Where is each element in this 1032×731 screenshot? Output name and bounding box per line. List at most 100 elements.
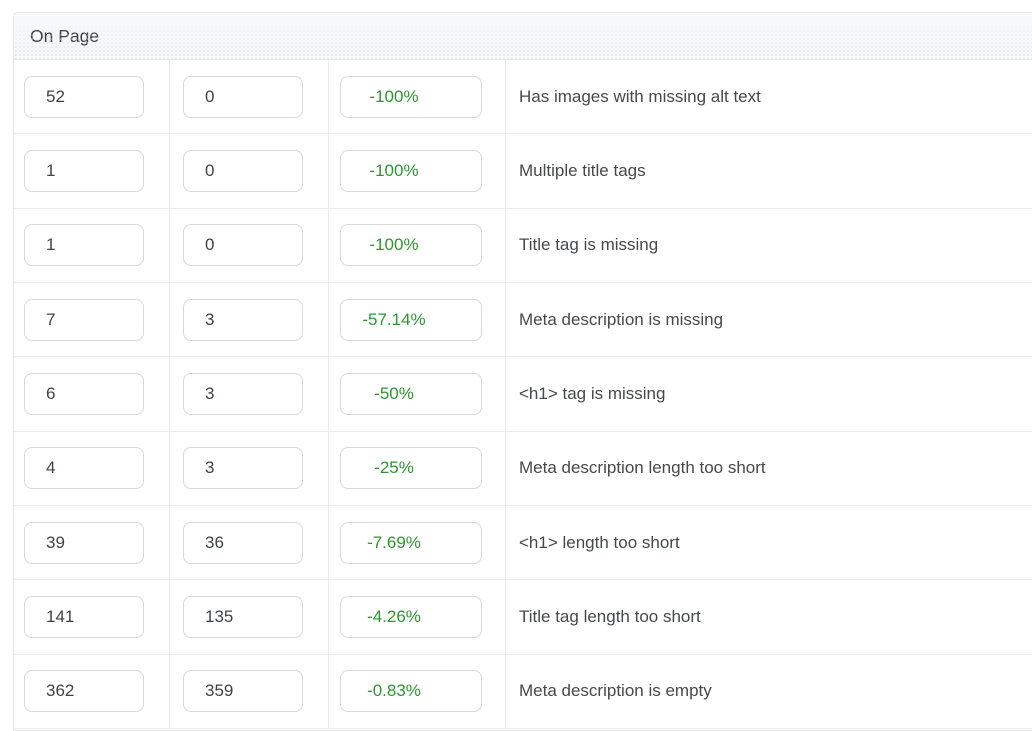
- change-percent-box: -100%: [340, 224, 482, 267]
- current-count-box: 0: [183, 75, 303, 118]
- section-header-on-page[interactable]: On Page: [14, 13, 1032, 60]
- issue-row: 362 359 -0.83% Meta description is empty: [14, 654, 1032, 729]
- change-percent-cell: -57.14%: [329, 282, 506, 357]
- change-percent-value: -4.26%: [367, 606, 421, 626]
- current-count-value: 36: [205, 532, 224, 552]
- previous-count-cell: 1: [14, 134, 170, 208]
- previous-count-box: 6: [24, 372, 144, 415]
- current-count-value: 0: [205, 86, 215, 106]
- issue-description-cell: Has images with missing alt text: [506, 60, 1032, 133]
- change-percent-cell: -100%: [329, 134, 506, 208]
- current-count-box: 36: [183, 521, 303, 564]
- previous-count-cell: 362: [14, 654, 170, 728]
- issue-description-cell: Title tag is missing: [506, 209, 1032, 282]
- issue-description-cell: Multiple title tags: [506, 134, 1032, 207]
- previous-count-value: 141: [46, 606, 75, 626]
- on-page-panel: On Page 52 0 -100% Has images with missi…: [13, 12, 1032, 731]
- issue-description: Multiple title tags: [519, 160, 646, 180]
- current-count-box: 3: [183, 447, 303, 490]
- current-count-cell: 36: [170, 505, 329, 580]
- issue-row: 39 36 -7.69% <h1> length too short: [14, 505, 1032, 581]
- change-percent-cell: -100%: [329, 60, 506, 134]
- current-count-box: 0: [183, 224, 303, 267]
- change-percent-value: -7.69%: [367, 532, 421, 552]
- previous-count-box: 39: [24, 521, 144, 564]
- issue-row: 4 3 -25% Meta description length too sho…: [14, 431, 1032, 506]
- change-percent-box: -57.14%: [340, 298, 482, 341]
- current-count-cell: 0: [170, 134, 329, 208]
- issue-description-cell: Meta description is empty: [506, 655, 1032, 728]
- issue-description: <h1> length too short: [519, 532, 680, 552]
- issue-description: Title tag length too short: [519, 606, 701, 626]
- previous-count-value: 4: [46, 458, 56, 478]
- change-percent-value: -0.83%: [367, 681, 421, 701]
- issues-table: 52 0 -100% Has images with missing alt t…: [14, 60, 1032, 729]
- issue-row: 6 3 -50% <h1> tag is missing: [14, 357, 1032, 432]
- issue-description-cell: Meta description length too short: [506, 432, 1032, 505]
- previous-count-value: 1: [46, 235, 56, 255]
- previous-count-value: 39: [46, 532, 65, 552]
- previous-count-cell: 39: [14, 505, 170, 580]
- current-count-value: 359: [205, 681, 234, 701]
- change-percent-value: -100%: [369, 160, 419, 180]
- current-count-value: 3: [205, 309, 215, 329]
- issue-description-cell: Meta description is missing: [506, 283, 1032, 356]
- issue-description: <h1> tag is missing: [519, 383, 666, 403]
- change-percent-cell: -0.83%: [329, 654, 506, 728]
- previous-count-box: 141: [24, 595, 144, 638]
- previous-count-box: 7: [24, 298, 144, 341]
- current-count-cell: 0: [170, 60, 329, 134]
- issue-description-cell: <h1> length too short: [506, 506, 1032, 579]
- previous-count-cell: 4: [14, 431, 170, 505]
- change-percent-box: -100%: [340, 149, 482, 192]
- issue-row: 52 0 -100% Has images with missing alt t…: [14, 60, 1032, 135]
- change-percent-value: -100%: [369, 235, 419, 255]
- current-count-value: 0: [205, 160, 215, 180]
- previous-count-cell: 52: [14, 60, 170, 134]
- issue-row: 7 3 -57.14% Meta description is missing: [14, 282, 1032, 358]
- previous-count-value: 6: [46, 383, 56, 403]
- current-count-box: 3: [183, 298, 303, 341]
- issue-description-cell: Title tag length too short: [506, 580, 1032, 653]
- current-count-value: 135: [205, 606, 234, 626]
- current-count-cell: 359: [170, 654, 329, 728]
- current-count-value: 3: [205, 383, 215, 403]
- change-percent-box: -7.69%: [340, 521, 482, 564]
- previous-count-box: 52: [24, 75, 144, 118]
- previous-count-cell: 141: [14, 580, 170, 654]
- issue-description-cell: <h1> tag is missing: [506, 357, 1032, 430]
- previous-count-box: 362: [24, 670, 144, 713]
- issue-description: Meta description is missing: [519, 309, 724, 329]
- current-count-box: 3: [183, 372, 303, 415]
- current-count-box: 0: [183, 149, 303, 192]
- change-percent-box: -50%: [340, 372, 482, 415]
- section-title: On Page: [30, 25, 100, 46]
- change-percent-box: -100%: [340, 75, 482, 118]
- change-percent-value: -100%: [369, 86, 419, 106]
- previous-count-box: 1: [24, 149, 144, 192]
- previous-count-box: 4: [24, 447, 144, 490]
- previous-count-cell: 7: [14, 282, 170, 357]
- previous-count-value: 362: [46, 681, 75, 701]
- issue-description: Has images with missing alt text: [519, 86, 761, 106]
- change-percent-cell: -100%: [329, 208, 506, 282]
- current-count-cell: 135: [170, 580, 329, 654]
- change-percent-value: -50%: [374, 383, 414, 403]
- change-percent-box: -0.83%: [340, 670, 482, 713]
- current-count-cell: 0: [170, 208, 329, 282]
- previous-count-cell: 6: [14, 357, 170, 431]
- change-percent-box: -4.26%: [340, 595, 482, 638]
- change-percent-value: -25%: [374, 458, 414, 478]
- current-count-cell: 3: [170, 282, 329, 357]
- previous-count-cell: 1: [14, 208, 170, 282]
- previous-count-value: 52: [46, 86, 65, 106]
- issue-row: 1 0 -100% Title tag is missing: [14, 208, 1032, 283]
- current-count-cell: 3: [170, 431, 329, 505]
- current-count-cell: 3: [170, 357, 329, 431]
- previous-count-box: 1: [24, 224, 144, 267]
- issue-description: Meta description is empty: [519, 681, 712, 701]
- issue-description: Title tag is missing: [519, 235, 659, 255]
- previous-count-value: 1: [46, 160, 56, 180]
- change-percent-box: -25%: [340, 447, 482, 490]
- current-count-box: 135: [183, 595, 303, 638]
